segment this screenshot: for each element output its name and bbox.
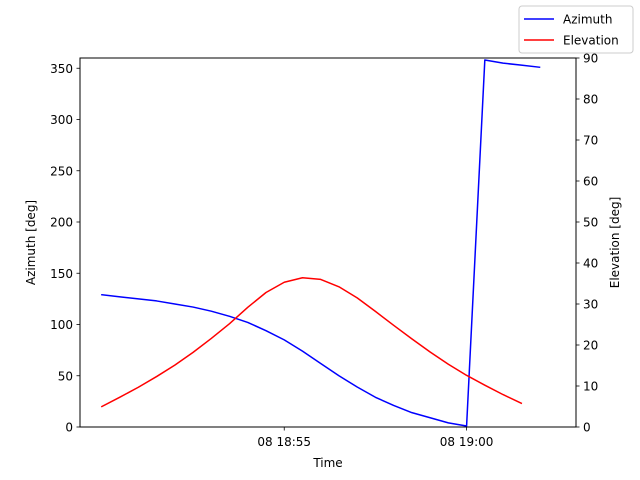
ticks-layer: 0 50 100 150 200 250 300 350 0 10 20 30 40 50 60 70 80 90… <box>50 52 598 450</box>
series-line-elevation <box>100 277 523 408</box>
legend-label-elevation: Elevation <box>563 34 619 48</box>
y-right-tick-label: 80 <box>583 93 598 107</box>
x-tick-label: 08 19:00 <box>440 435 494 449</box>
y-right-tick-label: 0 <box>583 421 591 435</box>
y-left-tick-label: 0 <box>65 421 73 435</box>
y-axis-left-label: Azimuth [deg] <box>24 200 38 285</box>
x-axis-label: Time <box>312 456 342 470</box>
y-right-tick-label: 90 <box>583 52 598 66</box>
y-left-tick-label: 100 <box>50 318 73 332</box>
x-tick-label: 08 18:55 <box>257 435 311 449</box>
y-right-tick-label: 40 <box>583 257 598 271</box>
legend: Azimuth Elevation <box>518 5 634 54</box>
legend-label-azimuth: Azimuth <box>563 13 612 27</box>
plot-frame <box>79 57 577 428</box>
y-left-tick-label: 250 <box>50 164 73 178</box>
y-right-tick-label: 20 <box>583 339 598 353</box>
series-line-azimuth <box>101 59 541 427</box>
y-left-tick-label: 200 <box>50 216 73 230</box>
legend-box <box>518 5 634 54</box>
y-right-tick-label: 30 <box>583 298 598 312</box>
y-left-tick-label: 50 <box>58 369 73 383</box>
y-right-tick-label: 70 <box>583 134 598 148</box>
y-left-tick-label: 150 <box>50 267 73 281</box>
series-layer <box>100 59 541 427</box>
y-axis-right-label: Elevation [deg] <box>608 197 622 289</box>
y-left-tick-label: 350 <box>50 62 73 76</box>
y-right-tick-label: 10 <box>583 380 598 394</box>
y-right-tick-label: 50 <box>583 216 598 230</box>
y-right-tick-label: 60 <box>583 175 598 189</box>
y-left-tick-label: 300 <box>50 113 73 127</box>
